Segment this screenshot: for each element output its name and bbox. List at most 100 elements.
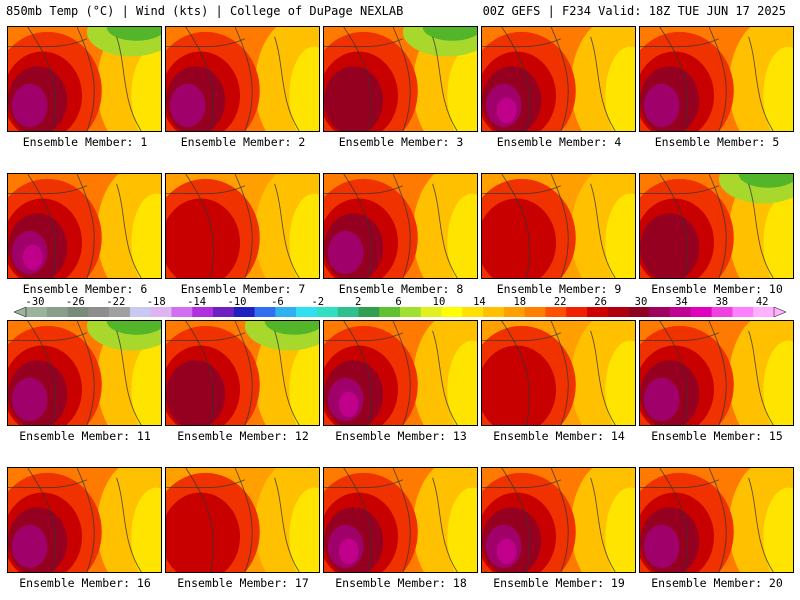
very-hot-region	[324, 66, 384, 131]
contour-line	[659, 321, 688, 425]
temperature-field	[166, 468, 319, 572]
contour-line	[659, 468, 688, 572]
colorbar-segment	[46, 307, 68, 317]
colorbar-segment	[607, 307, 629, 317]
contour-line	[640, 38, 720, 48]
contour-line	[640, 185, 720, 195]
colorbar-tick-label: 10	[432, 296, 446, 308]
cool-region-core	[131, 340, 161, 425]
cool-region-core	[289, 340, 319, 425]
cool-region-core	[289, 46, 319, 131]
colorbar-tick-label: 6	[395, 296, 402, 308]
temperature-field	[640, 468, 793, 572]
colorbar-segment	[441, 307, 463, 317]
contour-line	[324, 332, 404, 342]
ensemble-member-label: Ensemble Member: 16	[19, 576, 151, 590]
ensemble-member-label: Ensemble Member: 13	[335, 429, 467, 443]
colorbar-tick-label: 22	[553, 296, 567, 308]
contour-line	[8, 185, 88, 195]
contour-line	[432, 36, 458, 131]
contour-line	[76, 468, 95, 572]
contour-line	[166, 332, 246, 342]
colorbar-tick-label: 34	[675, 296, 688, 308]
ensemble-member-label: Ensemble Member: 5	[654, 135, 780, 149]
colorbar-tick-label: 2	[355, 296, 362, 308]
colorbar-segment	[462, 307, 484, 317]
ensemble-member-map	[481, 320, 636, 426]
cool-region-core	[131, 193, 161, 278]
ensemble-member-label: Ensemble Member: 3	[338, 135, 464, 149]
extreme-heat-region	[643, 524, 680, 569]
colorbar-segment	[358, 307, 380, 317]
very-hot-region	[166, 360, 226, 425]
contour-line	[392, 468, 411, 572]
colorbar-tick-label: -10	[227, 296, 247, 308]
ensemble-member-map	[165, 320, 320, 426]
extreme-heat-region	[327, 230, 364, 275]
ensemble-member-map	[481, 467, 636, 573]
contour-line	[590, 183, 616, 278]
contour-line	[482, 185, 562, 195]
contour-line	[501, 321, 530, 425]
colorbar-segment	[337, 307, 359, 317]
temperature-field	[324, 27, 477, 131]
colorbar-segment	[275, 307, 297, 317]
contour-line	[185, 27, 214, 131]
ensemble-member-label: Ensemble Member: 7	[180, 282, 306, 296]
ensemble-member-label: Ensemble Member: 2	[180, 135, 306, 149]
temperature-field	[324, 468, 477, 572]
colorbar-segment	[316, 307, 338, 317]
header: 850mb Temp (°C) | Wind (kts) | College o…	[0, 0, 800, 22]
contour-line	[234, 468, 253, 572]
colorbar-segment	[129, 307, 151, 317]
temperature-field	[324, 174, 477, 278]
colorbar-tick-label: 18	[513, 296, 527, 308]
extreme-heat-region	[643, 377, 680, 422]
ensemble-member-map	[7, 320, 162, 426]
contour-line	[274, 183, 300, 278]
contour-line	[116, 330, 142, 425]
colorbar-segment	[233, 307, 255, 317]
extreme-heat-region	[169, 83, 206, 128]
contour-line	[166, 185, 246, 195]
temperature-field	[8, 174, 161, 278]
contour-line	[432, 477, 458, 572]
colorbar-labels: -30 -26 -22 -18 -14 -10 -6 -2 2 6 10 14 18 22 26 30 34 38…	[0, 296, 800, 308]
ensemble-member-map	[7, 467, 162, 573]
colorbar-segment	[171, 307, 193, 317]
cool-region-core	[605, 46, 635, 131]
ensemble-member-label: Ensemble Member: 1	[22, 135, 148, 149]
colorbar-segment	[150, 307, 172, 317]
colorbar-tick-label: -14	[187, 296, 207, 308]
temperature-field	[166, 174, 319, 278]
contour-line	[432, 183, 458, 278]
colorbar-segment	[254, 307, 276, 317]
cold-region-core	[422, 27, 477, 41]
ensemble-member-map	[7, 173, 162, 279]
cool-region-core	[447, 487, 477, 572]
header-title: 850mb Temp (°C) | Wind (kts) | College o…	[6, 4, 404, 18]
temperature-field	[482, 27, 635, 131]
ensemble-member-map	[323, 173, 478, 279]
colorbar-segment	[109, 307, 131, 317]
ensemble-member-label: Ensemble Member: 18	[335, 576, 467, 590]
ensemble-member-map	[323, 26, 478, 132]
ensemble-member-label: Ensemble Member: 10	[651, 282, 783, 296]
contour-line	[343, 468, 372, 572]
contour-line	[274, 36, 300, 131]
contour-line	[501, 468, 530, 572]
contour-line	[392, 27, 411, 131]
extreme-heat-region	[11, 524, 48, 569]
contour-line	[185, 468, 214, 572]
colorbar-tick-label: -2	[311, 296, 325, 308]
contour-line	[185, 174, 214, 278]
temperature-field	[166, 27, 319, 131]
contour-line	[166, 479, 246, 489]
contour-line	[343, 27, 372, 131]
cool-region-core	[447, 193, 477, 278]
cool-region-core	[289, 193, 319, 278]
temperature-field	[482, 468, 635, 572]
cold-region-core	[738, 174, 793, 188]
contour-line	[116, 36, 142, 131]
ensemble-member-label: Ensemble Member: 12	[177, 429, 309, 443]
